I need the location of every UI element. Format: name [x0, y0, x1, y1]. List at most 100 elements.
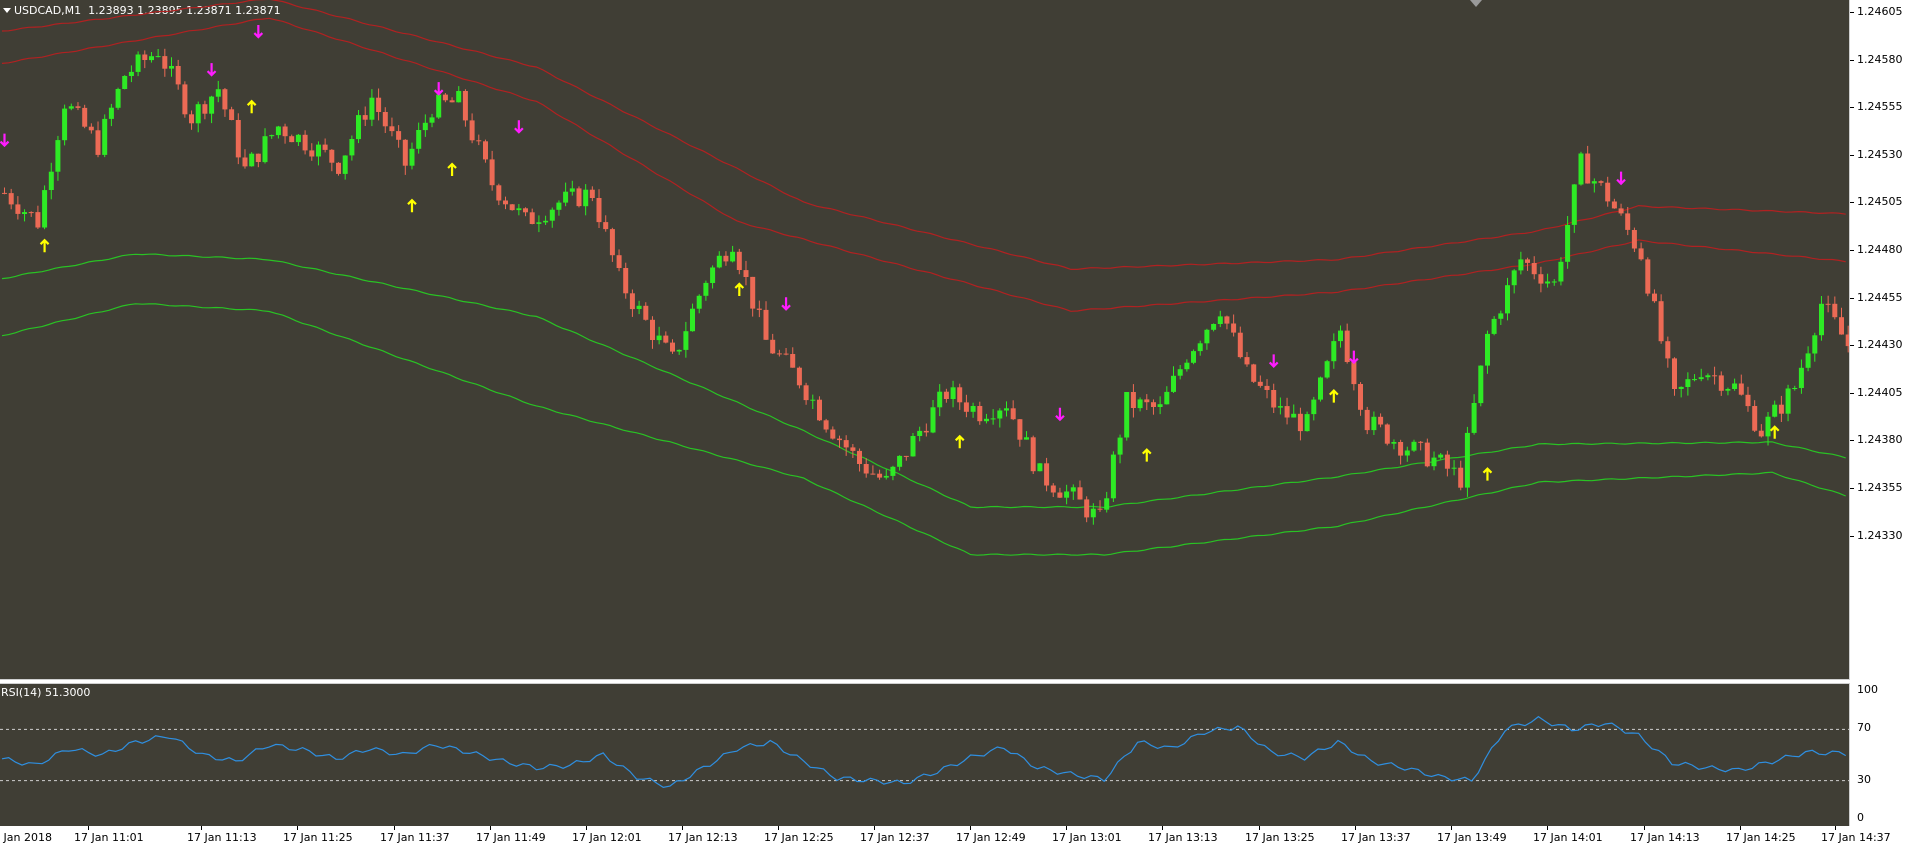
candle-body [1485, 333, 1490, 366]
candle [703, 280, 709, 301]
candle [1144, 394, 1150, 410]
candle [656, 326, 662, 345]
candle [215, 80, 221, 103]
candle [563, 182, 569, 207]
candle [1752, 400, 1758, 432]
candle [910, 433, 916, 457]
price-scale[interactable]: 1.24605 1.24580 1.24555 1.24530 1.24505 1.244… [1850, 0, 1911, 680]
down-arrow-icon [1349, 350, 1359, 365]
candle [1511, 269, 1517, 294]
candle-body [1264, 385, 1270, 390]
candle [589, 186, 595, 202]
candle [743, 260, 749, 286]
candle [122, 75, 128, 90]
candle [583, 184, 589, 216]
candle [62, 104, 68, 146]
candle-body [349, 139, 355, 156]
candle [115, 87, 121, 110]
candle [1738, 374, 1744, 396]
candle [1531, 256, 1537, 280]
time-tick [1644, 826, 1645, 830]
candle [1364, 406, 1370, 435]
rsi-scale-label: 70 [1857, 721, 1871, 735]
time-label: 17 Jan 13:25 [1245, 831, 1315, 844]
candle-body [776, 353, 782, 355]
candle-body [376, 97, 382, 112]
time-tick [874, 826, 875, 830]
candle-body [1645, 259, 1651, 294]
up-arrow-icon [954, 434, 965, 449]
candle-body [1037, 463, 1043, 472]
candle-body [215, 89, 221, 97]
candle [329, 149, 335, 172]
candle-body [1765, 416, 1771, 437]
time-tick [586, 826, 587, 830]
candle [950, 380, 956, 408]
triangle-down-icon[interactable] [3, 8, 11, 13]
candle [883, 469, 889, 480]
candle [135, 51, 141, 77]
up-arrow-shape [1142, 448, 1152, 462]
candle-body [275, 126, 281, 136]
candle-body [643, 305, 649, 320]
candle [509, 204, 515, 211]
candle-body [529, 212, 535, 224]
down-arrow-icon [0, 133, 10, 148]
candle-body [1458, 467, 1464, 488]
down-arrow-shape [1055, 407, 1065, 422]
candle [890, 465, 896, 481]
candle-body [917, 430, 923, 436]
up-arrow-icon [246, 99, 257, 114]
chart-shift-icon[interactable] [1470, 0, 1482, 7]
candle-body [984, 418, 989, 422]
candle-body [336, 162, 341, 174]
price-label: 1.24380 [1857, 433, 1903, 447]
candle [596, 189, 602, 228]
rsi-line [1, 715, 1847, 789]
candle-body [329, 149, 335, 163]
candle-body [496, 185, 502, 201]
candle-body [1571, 184, 1577, 225]
candle [1271, 383, 1277, 413]
candle [175, 59, 181, 90]
candle [1184, 359, 1190, 372]
candle-body [1358, 384, 1363, 410]
candle-body [1010, 408, 1016, 420]
candle-body [1304, 414, 1310, 432]
candle-body [1117, 437, 1123, 455]
candle [1084, 496, 1090, 523]
candle-body [169, 66, 174, 69]
time-axis[interactable]: 17 Jan 2018 17 Jan 11:01 17 Jan 11:13 17 Ja… [0, 826, 1911, 853]
time-label: 17 Jan 13:01 [1052, 831, 1122, 844]
candle [1311, 396, 1317, 421]
candle-body [1030, 437, 1036, 472]
candle-body [1297, 413, 1303, 432]
upper-band-outer-line [1, 0, 1846, 270]
candle-body [1371, 416, 1377, 431]
candle-body [75, 106, 81, 108]
time-label: 17 Jan 14:25 [1726, 831, 1796, 844]
candle [629, 289, 635, 317]
candle-body [1658, 301, 1664, 342]
price-tick [1850, 345, 1854, 347]
price-chart-pane[interactable]: USDCAD,M1 1.23893 1.23895 1.23871 1.2387… [0, 0, 1850, 680]
candle-body [997, 410, 1003, 419]
candle [1798, 359, 1804, 394]
down-arrow-shape [514, 120, 524, 134]
candle [1211, 323, 1217, 332]
candle-body [1024, 437, 1029, 440]
rsi-scale[interactable]: 100 70 30 0 [1850, 683, 1911, 826]
candle-body [1398, 442, 1404, 456]
symbol-label: USDCAD,M1 [14, 4, 82, 17]
rsi-pane[interactable]: RSI(14) 51.3000 [0, 683, 1850, 827]
candle-body [1819, 303, 1824, 336]
candle [817, 396, 822, 421]
candle-body [456, 91, 462, 103]
candle [1424, 438, 1430, 468]
up-arrow-icon [1482, 467, 1493, 481]
candle [984, 413, 989, 424]
up-arrow-shape [734, 282, 745, 296]
candle [710, 265, 716, 289]
candle-body [469, 120, 475, 141]
down-arrow-shape [1268, 354, 1279, 368]
